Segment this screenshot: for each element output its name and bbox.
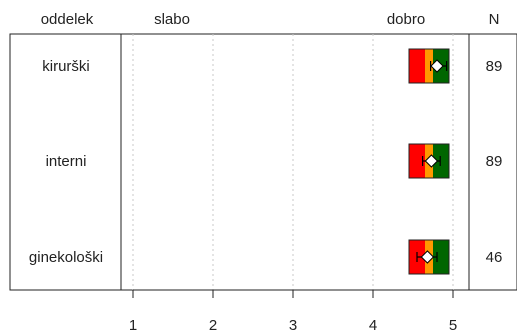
x-tick-label-1: 1 [129, 317, 137, 334]
row-label: interni [46, 153, 87, 170]
row-n: 46 [486, 249, 503, 266]
header-dobro: dobro [387, 11, 425, 28]
header-n: N [489, 11, 500, 28]
x-tick-label-4: 4 [369, 317, 377, 334]
x-axis: 1 2 3 4 5 [129, 289, 457, 334]
mean-marker [430, 59, 444, 73]
grid-lines [132, 34, 454, 290]
band-green [433, 240, 449, 274]
row-0: kirurški 89 [42, 48, 503, 84]
band-outline [408, 143, 450, 179]
band-red [409, 49, 425, 83]
rows: kirurški 89 interni 89 ginekološki 46 [29, 48, 503, 275]
mean-marker [420, 250, 435, 264]
header-slabo: slabo [154, 11, 190, 28]
header-oddelek: oddelek [41, 11, 94, 28]
row-label: ginekološki [29, 249, 103, 266]
row-label: kirurški [42, 58, 90, 75]
x-tick-label-2: 2 [209, 317, 217, 334]
x-tick-label-5: 5 [449, 317, 457, 334]
band-orange [425, 49, 433, 83]
row-1: interni 89 [46, 143, 503, 179]
row-2: ginekološki 46 [29, 239, 503, 275]
band-outline [408, 48, 450, 84]
row-n: 89 [486, 58, 503, 75]
x-tick-label-3: 3 [289, 317, 297, 334]
band-green [433, 144, 449, 178]
band-outline [408, 239, 450, 275]
row-n: 89 [486, 153, 503, 170]
mean-marker [424, 154, 439, 168]
band-red [409, 144, 425, 178]
